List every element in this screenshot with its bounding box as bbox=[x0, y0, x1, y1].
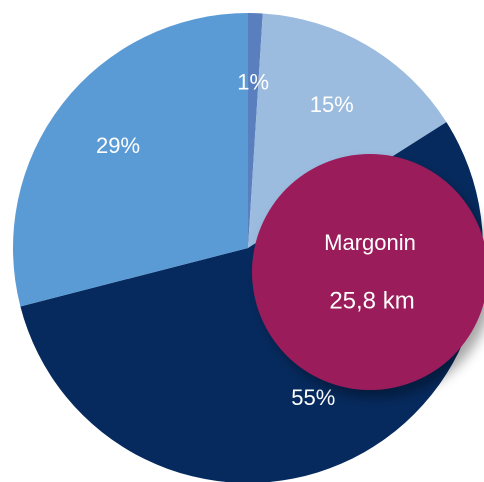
slice-label: 15% bbox=[310, 92, 354, 117]
annotation-text: 25,8 km bbox=[329, 287, 414, 314]
pie-slice bbox=[248, 13, 263, 248]
pie-labels: 1% 15% 55% 29% bbox=[96, 69, 354, 409]
annotation-title: Margonin bbox=[324, 230, 416, 255]
slice-label: 55% bbox=[291, 385, 335, 410]
pie-slice bbox=[12, 13, 249, 307]
slice-label: 29% bbox=[96, 133, 140, 158]
annotation-circle bbox=[252, 154, 484, 390]
slice-label: 1% bbox=[237, 69, 269, 94]
